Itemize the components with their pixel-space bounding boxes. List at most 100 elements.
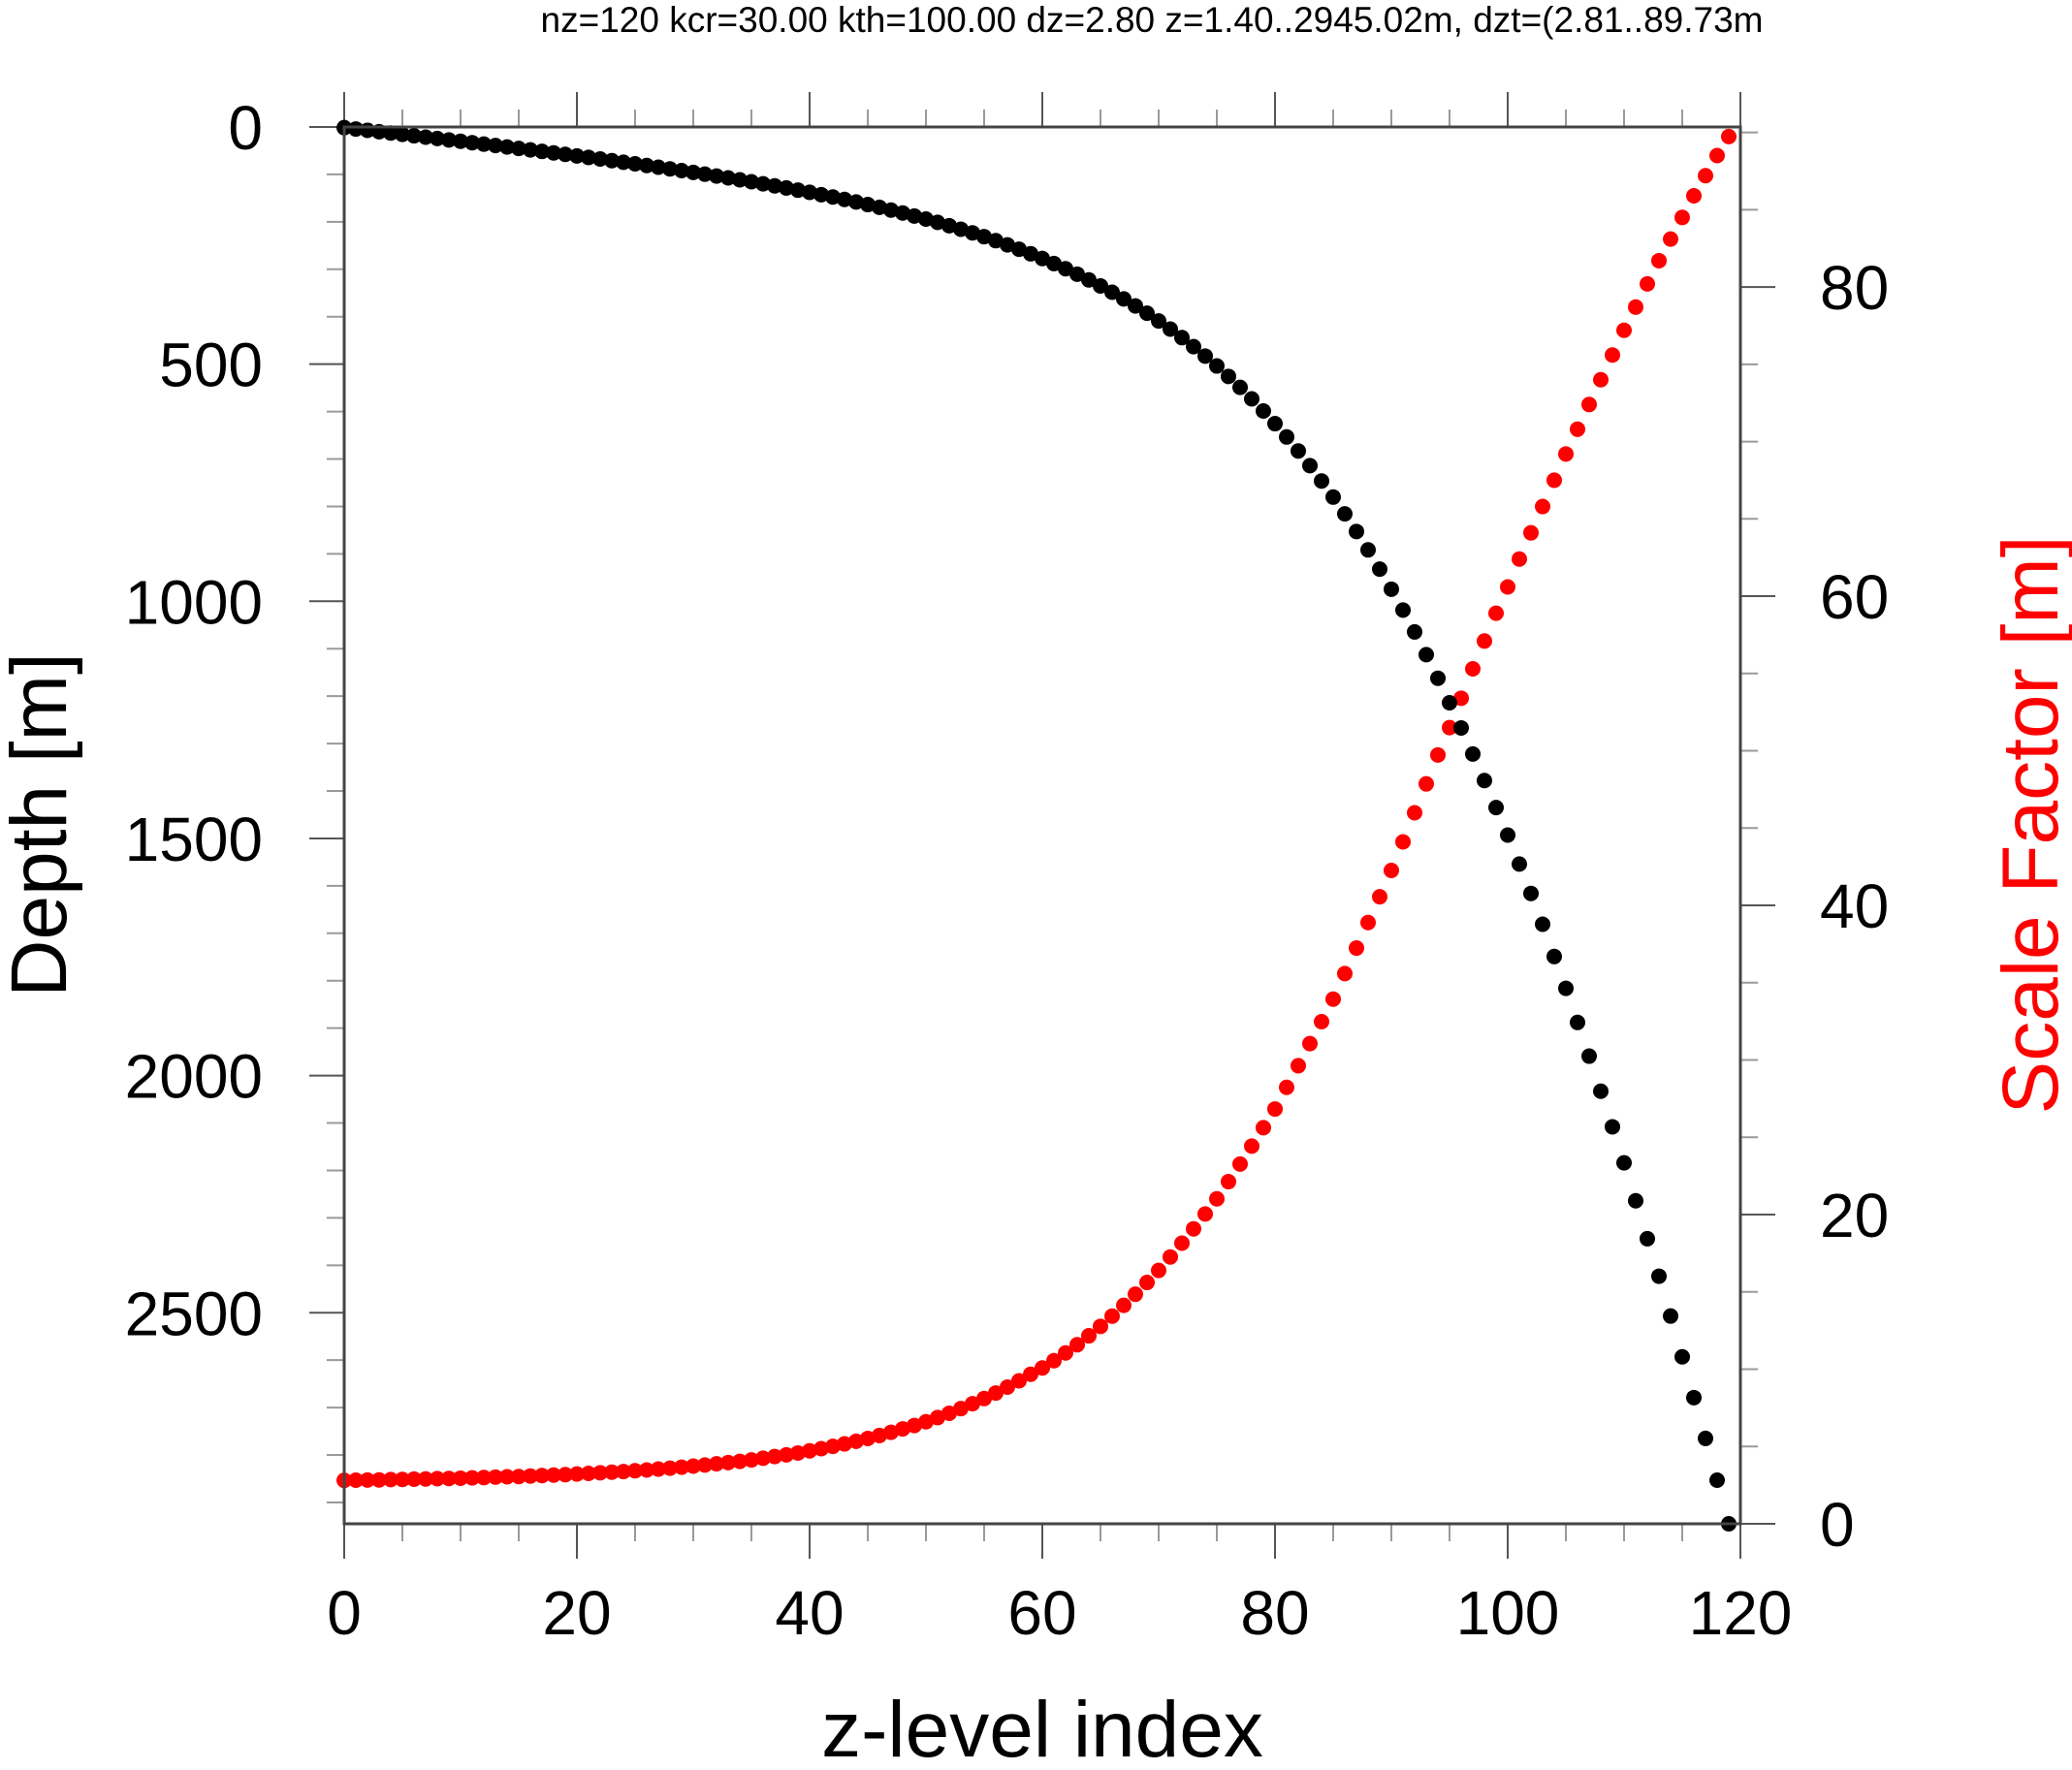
depth-point bbox=[1197, 348, 1213, 364]
scale-factor-point bbox=[546, 1467, 561, 1483]
scale-factor-point bbox=[1116, 1297, 1132, 1313]
depth-point bbox=[418, 129, 433, 145]
depth-point bbox=[1698, 1430, 1713, 1446]
scale-factor-point bbox=[1163, 1248, 1178, 1265]
y-left-tick-label: 1500 bbox=[125, 805, 263, 874]
scale-factor-point bbox=[732, 1453, 748, 1470]
depth-point bbox=[988, 233, 1004, 249]
scale-factor-point bbox=[860, 1430, 876, 1446]
depth-point bbox=[755, 175, 771, 192]
depth-point bbox=[1058, 261, 1073, 277]
scale-factor-point bbox=[441, 1470, 457, 1487]
depth-point bbox=[476, 136, 492, 152]
x-tick-label: 100 bbox=[1456, 1578, 1560, 1648]
chart-title: nz=120 kcr=30.00 kth=100.00 dz=2.80 z=1.… bbox=[541, 0, 1764, 40]
scale-factor-point bbox=[476, 1470, 492, 1486]
depth-point bbox=[1419, 647, 1434, 663]
depth-point bbox=[1000, 237, 1015, 253]
x-tick-label: 40 bbox=[775, 1578, 844, 1648]
scale-factor-point bbox=[604, 1464, 620, 1480]
depth-point bbox=[616, 154, 631, 171]
depth-point bbox=[1593, 1083, 1609, 1099]
scale-factor-point bbox=[918, 1413, 934, 1430]
depth-point bbox=[1395, 602, 1411, 618]
depth-point bbox=[930, 214, 945, 231]
depth-point bbox=[1628, 1192, 1643, 1209]
depth-point bbox=[488, 138, 503, 154]
y-left-tick-label: 2500 bbox=[125, 1279, 263, 1348]
depth-point bbox=[860, 197, 876, 213]
scale-factor-point bbox=[1616, 322, 1632, 338]
depth-point bbox=[406, 128, 422, 144]
scale-factor-point bbox=[1698, 168, 1713, 184]
depth-point bbox=[1081, 271, 1097, 288]
y-left-tick-label: 500 bbox=[159, 331, 263, 400]
depth-point bbox=[941, 217, 957, 234]
scale-factor-point bbox=[1570, 421, 1585, 437]
depth-point bbox=[744, 174, 759, 190]
depth-point bbox=[1558, 980, 1574, 996]
scale-factor-point bbox=[1674, 209, 1690, 226]
depth-point bbox=[697, 166, 713, 182]
scale-factor-point bbox=[848, 1433, 864, 1449]
scale-factor-point bbox=[697, 1457, 713, 1473]
depth-point bbox=[1244, 391, 1259, 407]
scale-factor-point bbox=[1046, 1352, 1062, 1369]
depth-point bbox=[441, 132, 457, 148]
depth-point bbox=[1663, 1308, 1678, 1324]
y-left-tick-label: 0 bbox=[228, 93, 263, 163]
depth-point bbox=[1442, 695, 1457, 711]
depth-point bbox=[883, 202, 899, 218]
depth-point bbox=[453, 133, 468, 149]
scale-factor-point bbox=[1663, 231, 1678, 247]
depth-point bbox=[604, 152, 620, 169]
scale-factor-point bbox=[1721, 128, 1737, 144]
depth-point bbox=[1488, 800, 1504, 816]
scale-factor-point bbox=[1069, 1337, 1085, 1353]
depth-point bbox=[1046, 255, 1062, 271]
depth-point bbox=[1674, 1348, 1690, 1365]
depth-point bbox=[1174, 330, 1190, 346]
scale-factor-point bbox=[872, 1427, 887, 1443]
axis-ticks bbox=[309, 92, 1775, 1559]
depth-point bbox=[802, 184, 817, 201]
depth-point bbox=[1465, 745, 1481, 762]
depth-point bbox=[1128, 298, 1143, 314]
depth-point bbox=[685, 164, 701, 180]
scale-factor-point bbox=[1535, 498, 1550, 515]
scale-factor-point bbox=[639, 1462, 654, 1478]
scale-factor-point bbox=[1267, 1101, 1283, 1118]
y-right-tick-label: 0 bbox=[1820, 1490, 1855, 1560]
depth-point bbox=[918, 211, 934, 228]
scale-factor-point bbox=[895, 1421, 910, 1438]
scale-factor-point bbox=[523, 1468, 538, 1484]
depth-point bbox=[1256, 402, 1271, 419]
scale-factor-point bbox=[360, 1471, 375, 1488]
x-tick-label: 20 bbox=[542, 1578, 611, 1648]
depth-point bbox=[592, 151, 608, 168]
depth-point bbox=[558, 146, 573, 163]
scale-factor-point bbox=[371, 1471, 387, 1488]
depth-point bbox=[1302, 458, 1318, 474]
scale-factor-point bbox=[581, 1466, 596, 1482]
depth-point bbox=[1023, 245, 1038, 262]
depth-point bbox=[1430, 670, 1446, 686]
scale-factor-point bbox=[627, 1463, 643, 1479]
depth-point bbox=[1186, 338, 1201, 355]
scale-factor-point bbox=[348, 1472, 364, 1489]
scale-factor-point bbox=[1256, 1120, 1271, 1136]
scale-factor-point bbox=[1174, 1235, 1190, 1251]
scale-factor-point bbox=[1372, 889, 1387, 905]
depth-point bbox=[1314, 473, 1329, 490]
depth-point bbox=[790, 182, 806, 199]
scale-factor-point bbox=[685, 1458, 701, 1474]
scale-factor-point bbox=[1058, 1344, 1073, 1361]
depth-point bbox=[1093, 277, 1108, 294]
depth-point bbox=[1011, 241, 1027, 258]
scale-factor-point bbox=[1581, 396, 1597, 413]
scale-factor-point bbox=[395, 1471, 410, 1488]
scale-factor-point bbox=[1651, 252, 1667, 269]
depth-point bbox=[1453, 719, 1469, 736]
